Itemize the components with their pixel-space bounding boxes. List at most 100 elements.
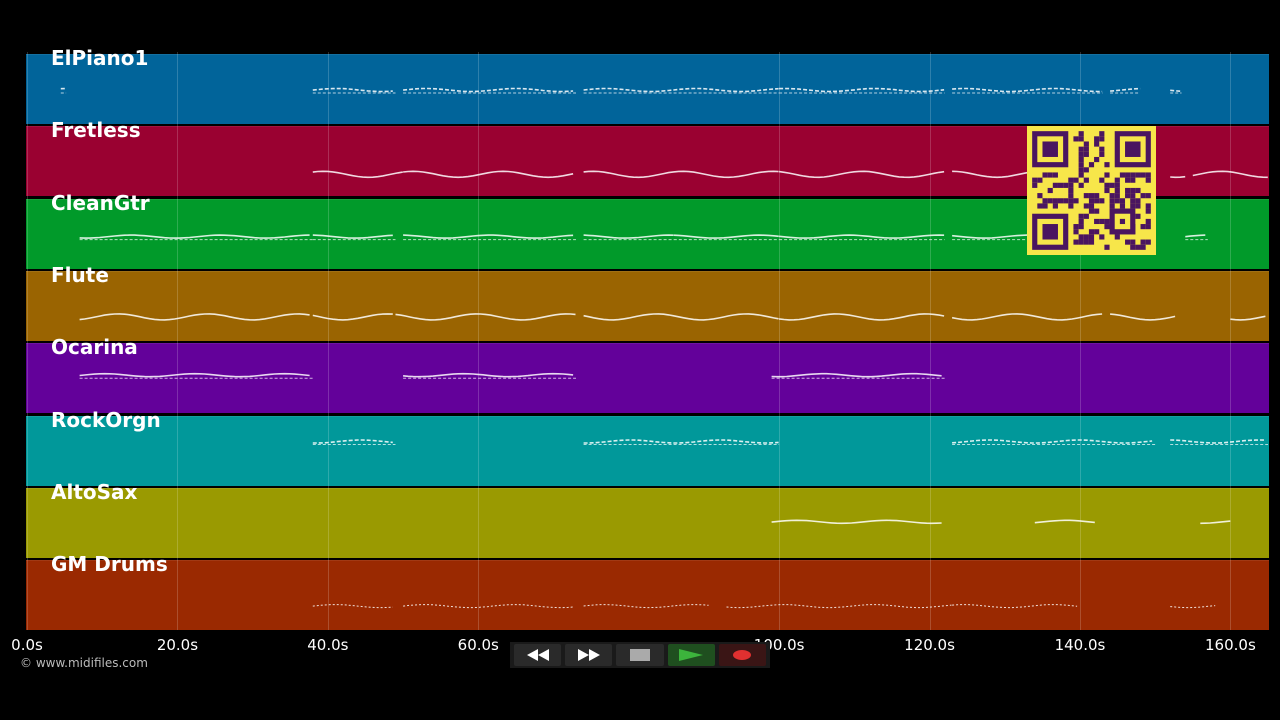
qr-module <box>1114 177 1120 183</box>
qr-module <box>1078 234 1084 240</box>
qr-module <box>1078 239 1084 245</box>
gridline <box>929 52 931 630</box>
qr-module <box>1042 141 1058 157</box>
qr-module <box>1032 182 1038 188</box>
qr-module <box>1125 187 1131 194</box>
qr-module <box>1057 198 1064 204</box>
note-segment <box>583 313 779 321</box>
qr-module <box>1068 187 1074 194</box>
note-segment <box>403 234 574 239</box>
qr-module <box>1083 193 1089 199</box>
note-segment <box>778 170 945 179</box>
qr-code <box>1027 126 1156 255</box>
qr-module <box>1119 218 1126 225</box>
qr-module <box>1145 239 1151 245</box>
note-segment <box>1200 520 1231 525</box>
copyright-text: © www.midifiles.com <box>20 656 148 670</box>
qr-module <box>1104 187 1110 194</box>
qr-module <box>1057 182 1064 188</box>
note-segment <box>403 372 574 378</box>
qr-module <box>1088 239 1095 245</box>
note-segment <box>1170 605 1216 609</box>
stop-button[interactable] <box>616 644 664 666</box>
qr-module <box>1078 172 1084 178</box>
qr-module <box>1114 193 1120 199</box>
qr-module <box>1073 136 1079 142</box>
qr-module <box>1099 146 1105 152</box>
gridline <box>1230 52 1232 630</box>
note-segment <box>779 87 945 93</box>
qr-module <box>1083 151 1089 157</box>
note-segment <box>1192 170 1268 179</box>
qr-module <box>1088 208 1095 214</box>
qr-module <box>1109 182 1115 188</box>
note-segment <box>583 604 709 609</box>
note-segment <box>779 313 945 321</box>
qr-module <box>1078 131 1084 137</box>
note-segment <box>1110 87 1141 92</box>
qr-module <box>1088 162 1095 168</box>
qr-module <box>1099 177 1105 183</box>
gridline <box>177 52 179 630</box>
note-segment <box>583 170 779 179</box>
rewind-button[interactable] <box>514 644 562 666</box>
qr-module <box>1078 224 1084 230</box>
track-name: Ocarina <box>51 335 138 360</box>
qr-module <box>1109 198 1115 204</box>
qr-module <box>1078 213 1084 219</box>
qr-module <box>1125 172 1131 178</box>
qr-module <box>1047 172 1053 178</box>
qr-module <box>1135 198 1141 204</box>
note-segment <box>312 234 393 239</box>
gridline <box>779 52 781 630</box>
track-name: ElPiano1 <box>51 46 149 70</box>
qr-module <box>1130 244 1136 250</box>
qr-module <box>1140 224 1146 230</box>
gridline <box>1079 52 1081 630</box>
qr-module <box>1104 182 1110 188</box>
qr-module <box>1094 208 1100 214</box>
record-button[interactable] <box>718 644 767 666</box>
qr-module <box>1099 131 1105 137</box>
qr-module <box>1140 244 1146 250</box>
qr-module <box>1104 218 1110 225</box>
qr-module <box>1140 239 1146 245</box>
note-segment <box>952 234 1028 239</box>
qr-module <box>1083 177 1089 183</box>
qr-module <box>1068 177 1074 183</box>
qr-module <box>1145 172 1151 178</box>
qr-code-pattern <box>1032 131 1151 250</box>
gridline <box>27 52 28 630</box>
qr-module <box>1130 193 1136 199</box>
qr-module <box>1047 198 1053 204</box>
qr-module <box>1099 136 1105 142</box>
qr-module <box>1068 203 1074 209</box>
fast-forward-button[interactable] <box>565 644 613 666</box>
play-icon <box>679 649 704 661</box>
time-tick-label: 0.0s <box>11 636 43 654</box>
time-tick-label: 40.0s <box>307 636 349 654</box>
qr-module <box>1088 198 1095 204</box>
qr-module <box>1042 203 1048 209</box>
qr-module <box>1063 198 1069 204</box>
qr-module <box>1073 198 1079 204</box>
qr-module <box>1104 162 1110 168</box>
track-lane: GM Drums <box>26 553 1269 631</box>
play-button[interactable] <box>667 644 715 666</box>
qr-module <box>1130 177 1136 183</box>
note-segment <box>1185 234 1206 238</box>
track-lane: Ocarina <box>26 336 1269 414</box>
note-segment <box>779 234 945 239</box>
gridline <box>327 52 329 630</box>
qr-module <box>1042 224 1058 240</box>
qr-module <box>1104 172 1110 178</box>
qr-module <box>1119 198 1126 204</box>
note-segment <box>952 604 1078 609</box>
track-name: RockOrgn <box>51 407 161 432</box>
note-segment <box>312 313 393 321</box>
time-tick-label: 160.0s <box>1205 636 1256 654</box>
qr-module <box>1078 218 1084 225</box>
qr-module <box>1135 213 1141 219</box>
qr-module <box>1094 136 1100 142</box>
qr-module <box>1078 162 1084 168</box>
